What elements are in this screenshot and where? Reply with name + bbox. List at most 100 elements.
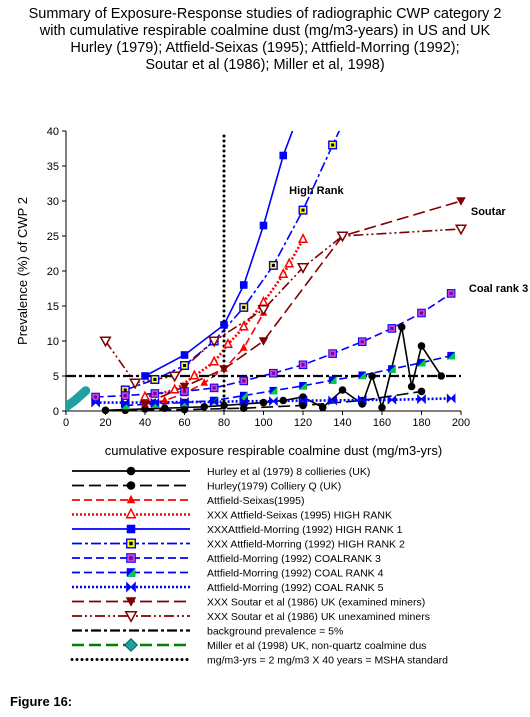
series-line-6 xyxy=(124,131,341,391)
data-point-inner xyxy=(121,401,130,410)
data-point xyxy=(447,351,455,360)
data-point-outer xyxy=(299,382,307,390)
data-point xyxy=(298,395,308,406)
data-point xyxy=(357,337,367,346)
figure-caption: Figure 16: xyxy=(10,694,73,709)
data-point xyxy=(358,371,367,380)
data-point xyxy=(328,140,338,150)
data-point xyxy=(160,404,169,413)
x-tick-label: 100 xyxy=(254,417,272,429)
data-point xyxy=(120,391,130,400)
legend-label-11: XXX Soutar et al (1986) UK unexamined mi… xyxy=(207,611,430,623)
data-point xyxy=(220,401,228,410)
data-point xyxy=(99,336,112,348)
data-point xyxy=(141,405,149,413)
data-point xyxy=(160,395,169,404)
data-point xyxy=(209,355,220,366)
y-tick-label: 35 xyxy=(47,161,59,173)
data-point xyxy=(91,397,100,408)
data-point-inner xyxy=(271,371,275,375)
data-point xyxy=(126,581,136,593)
data-point xyxy=(417,358,426,367)
legend-label-14: mg/m3-yrs = 2 mg/m3 X 40 years = MSHA st… xyxy=(207,655,448,667)
data-point xyxy=(123,637,139,653)
data-point xyxy=(387,394,397,405)
data-point-inner xyxy=(328,376,337,384)
data-point xyxy=(209,383,219,393)
legend-label-4: XXX Attfield-Seixas (1995) HIGH RANK xyxy=(207,510,392,522)
data-point-inner xyxy=(151,400,159,408)
data-point xyxy=(101,406,110,415)
data-point-inner xyxy=(419,311,424,315)
series-layer xyxy=(66,131,461,411)
data-point xyxy=(417,387,426,396)
data-point xyxy=(139,390,151,401)
series-line-4 xyxy=(144,238,305,399)
series-line-8 xyxy=(125,354,452,407)
data-point xyxy=(239,376,249,386)
data-point xyxy=(259,398,268,407)
data-point xyxy=(179,361,189,371)
data-point xyxy=(437,372,446,380)
data-point-inner xyxy=(94,395,98,399)
data-point xyxy=(151,400,159,408)
data-point xyxy=(220,321,228,329)
x-tick-label: 180 xyxy=(412,417,430,429)
data-point-inner xyxy=(301,363,305,367)
y-tick-label: 15 xyxy=(47,301,59,313)
data-point xyxy=(222,338,233,349)
x-tick-label: 80 xyxy=(218,417,230,429)
data-point xyxy=(126,481,136,490)
legend-label-13: Miller et al (1998) UK, non-quartz coalm… xyxy=(207,640,426,652)
data-point xyxy=(126,553,136,563)
data-point-inner xyxy=(447,351,455,360)
data-point xyxy=(284,257,295,268)
data-point xyxy=(299,382,307,390)
data-point xyxy=(258,337,269,346)
data-point-inner xyxy=(153,377,157,382)
data-point xyxy=(417,394,426,405)
data-point-inner xyxy=(182,389,187,393)
exposure-response-chart: 0 5 10 15 20 25 30 35 40 0 20 40 60 80 100 120 140 160 180… xyxy=(15,126,528,667)
data-point-inner xyxy=(331,352,335,356)
data-point xyxy=(387,324,397,333)
data-point xyxy=(357,394,367,405)
data-point xyxy=(120,397,130,408)
data-point xyxy=(454,224,468,236)
data-point-inner xyxy=(129,541,133,546)
data-point-inner xyxy=(269,386,278,395)
data-point-inner xyxy=(123,394,127,398)
data-point-inner xyxy=(388,365,396,373)
data-point xyxy=(219,365,229,374)
data-point xyxy=(239,302,249,312)
data-point-inner xyxy=(182,363,187,368)
data-point xyxy=(125,538,136,549)
data-point-inner xyxy=(271,263,275,267)
data-point xyxy=(368,372,376,380)
data-point xyxy=(397,323,406,331)
x-axis-label: cumulative exposure respirable coalmine … xyxy=(105,443,442,458)
y-tick-label: 0 xyxy=(53,406,59,418)
data-point xyxy=(239,396,249,407)
data-point xyxy=(141,372,149,380)
data-point xyxy=(257,304,270,316)
y-tick-label: 20 xyxy=(47,266,59,278)
legend-label-10: XXX Soutar et al (1986) UK (examined min… xyxy=(207,597,425,609)
legend-label-1: Hurley et al (1979) 8 collieries (UK) xyxy=(207,466,370,478)
data-point xyxy=(328,376,337,384)
data-point xyxy=(269,396,278,407)
data-point-inner xyxy=(242,305,246,309)
data-point xyxy=(318,403,327,412)
legend-label-5: XXXAttfield-Morring (1992) HIGH RANK 1 xyxy=(207,524,403,536)
data-point xyxy=(121,401,130,410)
data-point-inner xyxy=(449,291,453,295)
x-tick-label: 200 xyxy=(452,417,470,429)
data-point xyxy=(129,378,142,390)
data-point xyxy=(239,404,248,413)
data-point xyxy=(140,400,150,409)
series-markers-5 xyxy=(141,151,288,380)
data-point xyxy=(268,260,278,270)
data-point xyxy=(239,343,248,351)
markers-layer xyxy=(91,140,468,415)
data-point xyxy=(91,392,100,402)
